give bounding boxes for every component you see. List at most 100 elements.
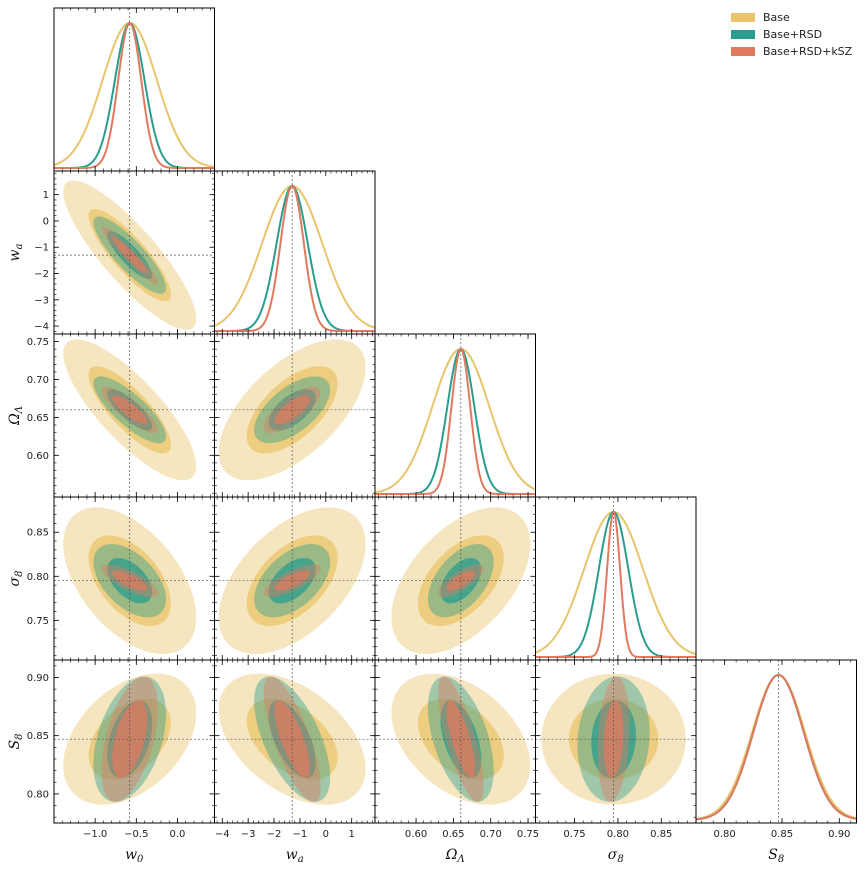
x-axis-title-main: w: [125, 847, 137, 863]
x-axis-title-OmegaL: ΩΛ: [445, 847, 465, 865]
y-tick-label-wa: −2: [34, 269, 49, 280]
y-axis-title-sub: Λ: [14, 406, 25, 414]
x-tick-label-w0: −1.0: [83, 829, 107, 840]
contour-68-S8-sigma8-base-rsd-ksz: [603, 700, 624, 778]
y-tick-label-OmegaL: 0.60: [27, 451, 49, 462]
y-tick-label-OmegaL: 0.75: [27, 337, 49, 348]
y-tick-label-sigma8: 0.85: [27, 528, 49, 539]
panel-S8-S8-frame: [695, 659, 857, 824]
x-axis-title-main: Ω: [445, 847, 458, 863]
y-axis-title-sub: a: [14, 243, 25, 249]
contour-68-OmegaL-w0-base-rsd-ksz: [112, 395, 148, 425]
y-axis-title-OmegaL: ΩΛ: [7, 406, 25, 426]
legend-swatch-base-rsd: [731, 30, 755, 39]
panel-wa-w0: [53, 170, 215, 335]
x-axis-title-main: w: [286, 847, 298, 863]
x-tick-label-wa: −3: [241, 829, 256, 840]
y-tick-label-wa: 1: [43, 190, 49, 201]
y-tick-label-S8: 0.90: [27, 673, 49, 684]
marginal-curve-w0-base-rsd: [54, 22, 215, 169]
y-axis-title-main: S: [7, 740, 23, 750]
legend-label-base: Base: [763, 11, 790, 24]
legend: Base Base+RSD Base+RSD+kSZ: [731, 9, 852, 60]
x-axis-title-sub: a: [298, 854, 304, 865]
x-tick-label-wa: −1: [293, 829, 308, 840]
y-axis-title-S8: S8: [7, 734, 25, 750]
x-tick-label-S8: 0.80: [714, 829, 736, 840]
panel-S8-S8-content: [696, 660, 857, 823]
marginal-curve-w0-base-rsd-ksz: [54, 22, 215, 169]
legend-swatch-base: [731, 13, 755, 22]
y-tick-label-S8: 0.80: [27, 789, 49, 800]
y-tick-label-wa: −3: [34, 295, 49, 306]
marginal-curve-wa-base: [214, 184, 375, 329]
x-tick-label-sigma8: 0.80: [607, 829, 629, 840]
y-tick-label-sigma8: 0.80: [27, 572, 49, 583]
panel-w0-w0: [53, 7, 215, 172]
legend-label-base-rsd: Base+RSD: [763, 28, 823, 41]
x-axis-title-w0: w0: [125, 847, 144, 865]
marginal-curve-sigma8-base-rsd-ksz: [535, 510, 696, 658]
marginal-curve-S8-base: [696, 673, 857, 820]
x-axis-title-main: S: [768, 847, 778, 863]
y-axis-title-main: Ω: [7, 413, 23, 426]
x-tick-label-OmegaL: 0.65: [442, 829, 464, 840]
y-axis-title-main: σ: [7, 576, 23, 586]
y-axis-title-sub: 8: [14, 571, 25, 577]
panel-S8-sigma8-content: [535, 660, 696, 823]
panel-S8-OmegaL-content: [375, 660, 536, 823]
y-tick-label-sigma8: 0.75: [27, 616, 49, 627]
x-axis-title-main: σ: [608, 847, 618, 863]
x-axis-title-S8: S8: [768, 847, 784, 865]
x-tick-label-w0: −0.5: [124, 829, 148, 840]
legend-item-base: Base: [731, 9, 852, 26]
panel-S8-w0-content: [54, 660, 215, 823]
y-tick-label-OmegaL: 0.70: [27, 375, 49, 386]
panel-sigma8-w0: [53, 496, 215, 661]
panel-sigma8-OmegaL: [374, 496, 536, 661]
marginal-curve-wa-base-rsd-ksz: [214, 184, 375, 332]
legend-item-base-rsd-ksz: Base+RSD+kSZ: [731, 43, 852, 60]
contour-68-S8-w0-base-rsd-ksz: [112, 700, 148, 778]
x-axis-title-sub: Λ: [456, 854, 464, 865]
panel-S8-wa: [214, 659, 376, 824]
x-tick-label-wa: 0: [323, 829, 329, 840]
x-axis-title-wa: wa: [286, 847, 304, 865]
x-tick-label-w0: 0.0: [170, 829, 186, 840]
y-tick-label-wa: −4: [34, 322, 49, 333]
panel-sigma8-w0-content: [54, 497, 215, 660]
x-tick-label-OmegaL: 0.75: [517, 829, 539, 840]
y-tick-label-OmegaL: 0.65: [27, 413, 49, 424]
panel-OmegaL-OmegaL-content: [375, 334, 536, 497]
x-tick-label-wa: −4: [215, 829, 230, 840]
panel-OmegaL-wa: [214, 333, 376, 498]
panel-S8-S8: [695, 659, 857, 824]
contour-68-sigma8-w0-base-rsd-ksz: [112, 570, 148, 591]
panel-sigma8-sigma8: [535, 496, 697, 661]
panel-S8-sigma8: [535, 659, 697, 824]
panel-sigma8-sigma8-content: [535, 497, 696, 660]
marginal-curve-w0-base: [54, 22, 215, 168]
marginal-curve-S8-base-rsd: [696, 673, 857, 821]
x-axis-title-sub: 8: [617, 854, 623, 865]
x-tick-label-S8: 0.90: [828, 829, 850, 840]
panel-S8-wa-content: [214, 660, 375, 823]
panel-S8-w0: [53, 659, 215, 824]
y-axis-title-wa: wa: [7, 243, 25, 261]
panel-wa-wa: [214, 170, 376, 335]
panel-sigma8-OmegaL-content: [375, 497, 536, 660]
x-tick-label-OmegaL: 0.60: [405, 829, 427, 840]
panel-S8-OmegaL: [374, 659, 536, 824]
marginal-curve-OmegaL-base: [375, 347, 536, 494]
x-axis-title-sub: 8: [778, 854, 784, 865]
x-axis-title-sigma8: σ8: [608, 847, 624, 865]
y-tick-label-wa: −1: [34, 243, 49, 254]
panel-wa-w0-content: [54, 171, 215, 334]
marginal-curve-sigma8-base: [535, 510, 696, 656]
x-tick-label-wa: 1: [349, 829, 355, 840]
y-axis-title-sigma8: σ8: [7, 571, 25, 587]
y-axis-title-main: w: [7, 249, 23, 261]
legend-swatch-base-rsd-ksz: [731, 47, 755, 56]
marginal-curve-OmegaL-base-rsd-ksz: [375, 347, 536, 495]
